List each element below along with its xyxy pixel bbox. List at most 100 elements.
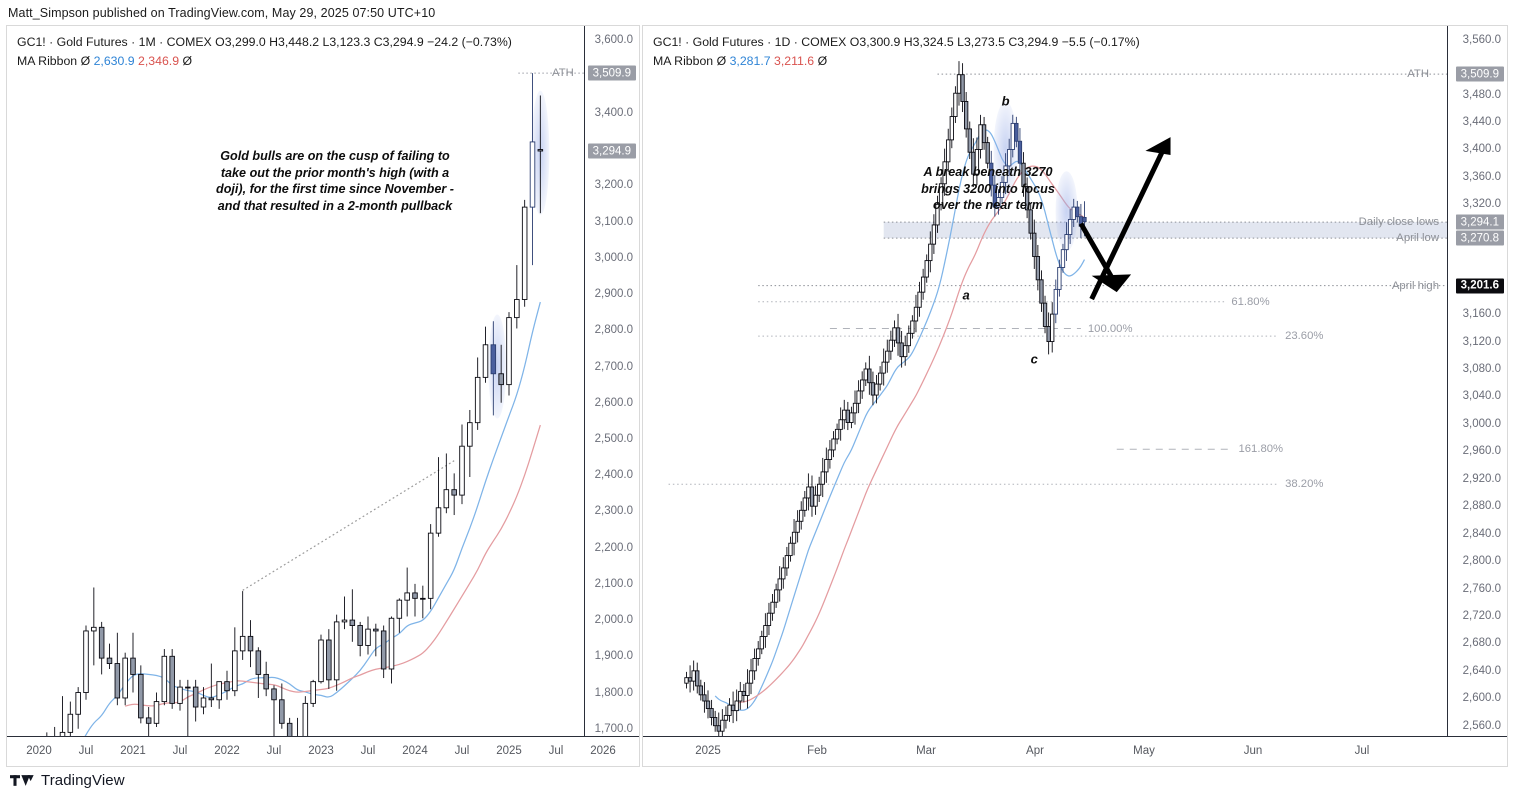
price-axis-tick: 1,700.0	[594, 722, 633, 735]
price-tag[interactable]: 3,270.8	[1455, 230, 1504, 246]
price-line-label-ath: ATH	[552, 67, 574, 80]
time-axis-tick: Jul	[1354, 745, 1370, 757]
price-axis-tick: 3,560.0	[1462, 33, 1501, 46]
price-axis-tick: 1,800.0	[594, 686, 633, 699]
fib-label: 100.00%	[1087, 322, 1133, 335]
chart-pane-daily[interactable]: 61.80% 100.00% 23.60% 161.80% 38.20% Daily cl…	[642, 25, 1508, 767]
time-axis-tick: 2024	[402, 745, 428, 757]
chart-plot-daily[interactable]: 61.80% 100.00% 23.60% 161.80% 38.20% Daily cl…	[643, 26, 1447, 736]
support-band	[883, 222, 1447, 239]
price-axis-tick: 2,600.0	[1462, 692, 1501, 705]
price-axis-tick: 3,480.0	[1462, 88, 1501, 101]
price-axis-tick: 2,920.0	[1462, 472, 1501, 485]
fib-label: 23.60%	[1285, 330, 1324, 343]
time-axis-tick: 2023	[308, 745, 334, 757]
price-axis-tick: 3,160.0	[1462, 308, 1501, 321]
price-line-label: April high	[1391, 279, 1439, 292]
price-axis-monthly[interactable]: 3,600.0 3,400.0 3,200.0 3,100.0 3,000.0 2,900…	[584, 26, 639, 736]
price-line-label: Daily close lows	[1358, 216, 1439, 229]
elliott-wave-label: c	[1030, 351, 1038, 367]
chart-pane-monthly[interactable]: ATH 3,600.0 3,400.0 3,200.0 3,100.0 3,000.0 2…	[6, 25, 640, 767]
legend-daily: GC1! · Gold Futures · 1D · COMEX O3,300.…	[653, 33, 1140, 71]
price-axis-daily[interactable]: 3,560.0 3,480.0 3,440.0 3,400.0 3,360.0 3,320…	[1447, 26, 1507, 736]
candlestick-series	[46, 73, 544, 736]
price-axis-tick: 3,000.0	[1462, 417, 1501, 430]
price-axis-tick: 2,840.0	[1462, 527, 1501, 540]
price-axis-tick: 2,000.0	[594, 614, 633, 627]
price-axis-tick: 3,320.0	[1462, 198, 1501, 211]
tradingview-logo-icon	[10, 775, 34, 786]
ma-line	[84, 301, 541, 736]
time-axis-tick: Jun	[1243, 745, 1263, 757]
fib-label: 61.80%	[1231, 295, 1270, 308]
price-axis-tick: 2,680.0	[1462, 637, 1501, 650]
ma-fast-value: 2,630.9	[93, 54, 135, 68]
price-axis-tick: 1,900.0	[594, 650, 633, 663]
time-axis-tick: 2025	[496, 745, 522, 757]
price-line-label: April low	[1396, 232, 1439, 245]
time-axis-tick: May	[1133, 745, 1155, 757]
annotation-monthly: Gold bulls are on the cusp of failing to…	[216, 149, 454, 213]
fib-label: 38.20%	[1285, 478, 1324, 491]
price-axis-tick: 2,900.0	[594, 288, 633, 301]
fib-label: 161.80%	[1238, 443, 1284, 456]
attribution-text: Matt_Simpson published on TradingView.co…	[8, 6, 436, 20]
time-axis-tick: Jul	[78, 745, 94, 757]
time-axis-tick: Jul	[172, 745, 188, 757]
price-tag[interactable]: 3,294.1	[1455, 214, 1504, 230]
avg-symbol-icon: Ø	[80, 54, 91, 68]
price-axis-tick: 3,600.0	[594, 34, 633, 47]
time-axis-tick: Jul	[548, 745, 564, 757]
trendline-dotted	[242, 460, 455, 591]
price-axis-tick: 2,960.0	[1462, 445, 1501, 458]
chart-canvas	[46, 72, 584, 736]
elliott-wave-label: a	[962, 287, 970, 303]
time-axis-tick: 2021	[120, 745, 146, 757]
price-tag[interactable]: 3,294.9	[587, 143, 636, 159]
legend-line-symbol[interactable]: GC1! · Gold Futures · 1D · COMEX O3,300.…	[653, 35, 1140, 49]
price-axis-tick: 2,800.0	[594, 324, 633, 337]
price-axis-tick: 3,200.0	[594, 179, 633, 192]
ma-line	[124, 424, 541, 707]
legend-line-indicator[interactable]: MA Ribbon Ø 3,281.7 3,211.6 Ø	[653, 54, 828, 68]
ma-slow-value: 2,346.9	[138, 54, 180, 68]
elliott-wave-label: b	[1001, 93, 1010, 109]
price-line-label: ATH	[1407, 68, 1429, 81]
price-axis-tick: 2,720.0	[1462, 609, 1501, 622]
price-axis-tick: 2,500.0	[594, 432, 633, 445]
price-axis-tick: 3,360.0	[1462, 170, 1501, 183]
ma-fast-value: 3,281.7	[729, 54, 771, 68]
annotation-daily: A break beneath 3270 brings 3200 into fo…	[921, 165, 1055, 212]
ma-slow-value: 3,211.6	[774, 54, 815, 68]
price-axis-tick: 2,640.0	[1462, 664, 1501, 677]
price-axis-tick: 3,120.0	[1462, 335, 1501, 348]
price-axis-tick: 3,100.0	[594, 215, 633, 228]
chart-canvas	[668, 61, 1447, 736]
highlight-ellipse	[488, 314, 507, 419]
time-axis-tick: Mar	[916, 745, 936, 757]
price-axis-tick: 2,560.0	[1462, 719, 1501, 732]
price-axis-tick: 3,400.0	[1462, 143, 1501, 156]
price-axis-tick: 2,800.0	[1462, 555, 1501, 568]
legend-line-indicator[interactable]: MA Ribbon Ø 2,630.9 2,346.9 Ø	[17, 54, 193, 68]
price-tag[interactable]: 3,509.9	[587, 65, 636, 81]
price-axis-tick: 2,100.0	[594, 577, 633, 590]
arrow-up-bullish	[1089, 137, 1171, 301]
price-tag[interactable]: 3,201.6	[1455, 278, 1504, 294]
time-axis-daily[interactable]: 2025 Feb Mar Apr May Jun Jul	[643, 736, 1507, 766]
price-tag[interactable]: 3,509.9	[1455, 66, 1504, 82]
price-axis-tick: 2,700.0	[594, 360, 633, 373]
price-axis-tick: 3,080.0	[1462, 362, 1501, 375]
time-axis-tick: Apr	[1026, 745, 1044, 757]
time-axis-monthly[interactable]: 2020 Jul 2021 Jul 2022 Jul 2023 Jul 2024 Jul 2025 J…	[7, 736, 639, 766]
price-axis-tick: 2,760.0	[1462, 582, 1501, 595]
price-axis-tick: 3,040.0	[1462, 390, 1501, 403]
tradingview-branding: TradingView	[10, 772, 125, 789]
avg-symbol-icon: Ø	[716, 54, 727, 68]
chart-plot-monthly[interactable]: ATH	[7, 26, 584, 736]
legend-line-symbol[interactable]: GC1! · Gold Futures · 1M · COMEX O3,299.…	[17, 35, 512, 49]
price-axis-tick: 3,440.0	[1462, 116, 1501, 129]
time-axis-tick: Jul	[454, 745, 470, 757]
time-axis-tick: 2020	[26, 745, 52, 757]
